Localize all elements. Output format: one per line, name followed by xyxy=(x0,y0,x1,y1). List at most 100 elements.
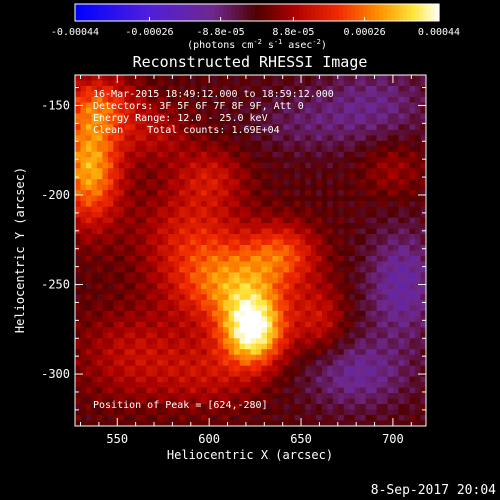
colorbar-segment xyxy=(115,4,120,21)
heatmap-pixel xyxy=(245,332,251,339)
heatmap-pixel xyxy=(113,283,120,290)
heatmap-pixel xyxy=(146,228,153,235)
heatmap-pixel xyxy=(415,288,422,295)
heatmap-pixel xyxy=(228,250,235,257)
heatmap-pixel xyxy=(245,157,251,164)
heatmap-pixel xyxy=(75,343,81,350)
heatmap-pixel xyxy=(354,234,361,241)
heatmap-pixel xyxy=(272,316,279,323)
heatmap-pixel xyxy=(310,190,317,197)
heatmap-pixel xyxy=(91,217,98,224)
heatmap-pixel xyxy=(173,321,180,328)
heatmap-pixel xyxy=(288,420,295,426)
heatmap-pixel xyxy=(283,228,290,235)
heatmap-pixel xyxy=(294,272,301,279)
heatmap-pixel xyxy=(365,360,372,367)
heatmap-pixel xyxy=(245,96,251,103)
heatmap-pixel xyxy=(321,75,328,81)
heatmap-pixel xyxy=(113,157,120,164)
heatmap-pixel xyxy=(201,118,208,125)
heatmap-pixel xyxy=(250,283,257,290)
heatmap-pixel xyxy=(255,305,262,312)
heatmap-pixel xyxy=(299,113,306,120)
heatmap-pixel xyxy=(168,245,175,251)
colorbar-segment xyxy=(383,4,388,21)
heatmap-pixel xyxy=(266,338,273,345)
heatmap-pixel xyxy=(124,343,131,350)
heatmap-pixel xyxy=(118,343,125,350)
heatmap-pixel xyxy=(305,327,312,334)
heatmap-pixel xyxy=(338,349,345,356)
heatmap-pixel xyxy=(343,162,350,169)
heatmap-pixel xyxy=(245,239,251,246)
heatmap-pixel xyxy=(223,184,230,191)
heatmap-pixel xyxy=(277,338,284,345)
heatmap-pixel xyxy=(299,420,306,426)
heatmap-pixel xyxy=(398,365,405,372)
heatmap-pixel xyxy=(305,288,312,295)
heatmap-pixel xyxy=(96,382,103,389)
heatmap-pixel xyxy=(107,255,114,262)
heatmap-pixel xyxy=(162,234,169,241)
heatmap-pixel xyxy=(288,75,295,81)
heatmap-pixel xyxy=(151,288,158,295)
heatmap-pixel xyxy=(217,404,224,411)
heatmap-pixel xyxy=(96,288,103,295)
y-tick-label: -300 xyxy=(41,367,70,381)
heatmap-pixel xyxy=(129,206,136,213)
heatmap-pixel xyxy=(349,212,356,219)
heatmap-pixel xyxy=(261,157,268,164)
heatmap-pixel xyxy=(239,360,246,367)
heatmap-pixel xyxy=(206,371,213,378)
heatmap-pixel xyxy=(261,376,268,383)
heatmap-pixel xyxy=(228,365,235,372)
heatmap-pixel xyxy=(382,217,389,224)
heatmap-pixel xyxy=(217,349,224,356)
heatmap-pixel xyxy=(327,415,334,422)
heatmap-pixel xyxy=(135,332,142,339)
heatmap-pixel xyxy=(245,217,251,224)
heatmap-pixel xyxy=(234,228,241,235)
heatmap-pixel xyxy=(382,113,389,120)
heatmap-pixel xyxy=(387,310,394,317)
heatmap-pixel xyxy=(360,310,367,317)
heatmap-pixel xyxy=(223,195,230,202)
heatmap-pixel xyxy=(360,135,367,142)
heatmap-pixel xyxy=(179,398,186,405)
heatmap-pixel xyxy=(157,118,164,125)
heatmap-pixel xyxy=(228,168,235,175)
heatmap-pixel xyxy=(184,129,191,136)
heatmap-pixel xyxy=(310,85,317,92)
heatmap-pixel xyxy=(206,277,213,284)
heatmap-pixel xyxy=(96,228,103,235)
heatmap-pixel xyxy=(212,305,219,312)
heatmap-pixel xyxy=(245,118,251,125)
heatmap-pixel xyxy=(107,343,114,350)
y-tick-label: -150 xyxy=(41,98,70,112)
heatmap-pixel xyxy=(80,354,87,361)
heatmap-pixel xyxy=(310,91,317,98)
heatmap-pixel xyxy=(135,387,142,394)
heatmap-pixel xyxy=(338,223,345,230)
heatmap-pixel xyxy=(316,261,323,268)
heatmap-pixel xyxy=(393,365,400,372)
heatmap-pixel xyxy=(393,157,400,164)
heatmap-pixel xyxy=(162,299,169,306)
heatmap-pixel xyxy=(217,338,224,345)
heatmap-pixel xyxy=(354,201,361,208)
heatmap-pixel xyxy=(321,310,328,317)
heatmap-pixel xyxy=(184,387,191,394)
heatmap-pixel xyxy=(80,387,87,394)
peak-position-label: Position of Peak = [624,-280] xyxy=(93,400,268,411)
heatmap-pixel xyxy=(404,404,411,411)
heatmap-pixel xyxy=(113,404,120,411)
colorbar-segment xyxy=(99,4,104,21)
heatmap-pixel xyxy=(283,179,290,186)
heatmap-pixel xyxy=(371,151,378,158)
heatmap-pixel xyxy=(184,190,191,197)
heatmap-pixel xyxy=(195,107,202,114)
heatmap-pixel xyxy=(288,316,295,323)
heatmap-pixel xyxy=(184,107,191,114)
heatmap-pixel xyxy=(327,124,334,131)
heatmap-pixel xyxy=(91,195,98,202)
